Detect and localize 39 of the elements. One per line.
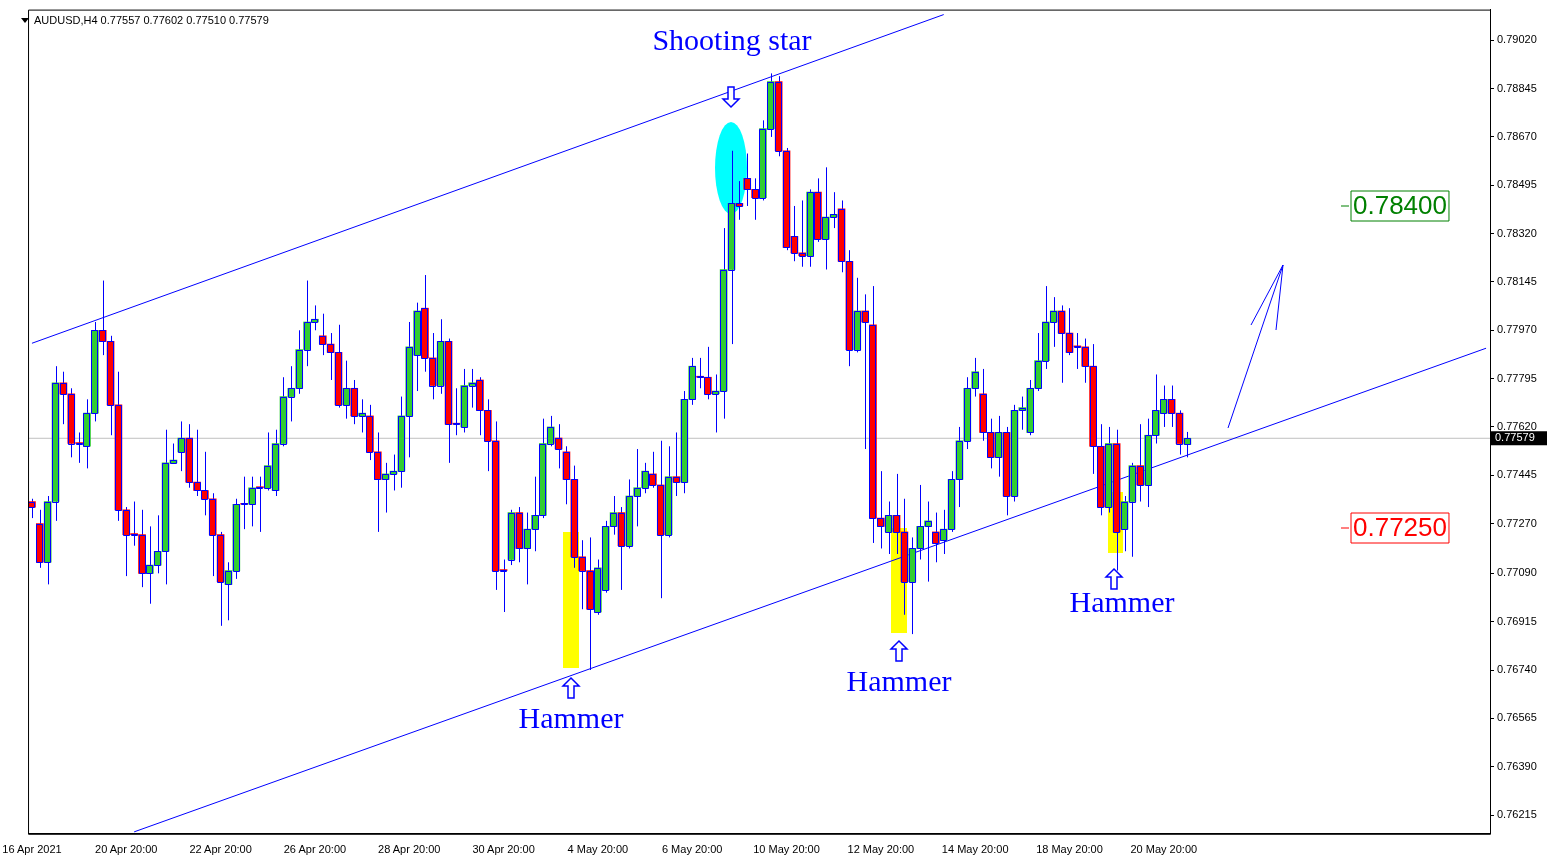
x-tick-label: 12 May 20:00 [847, 843, 915, 856]
x-tick-label: 16 Apr 2021 [2, 843, 62, 856]
annotation: Hammer [846, 663, 952, 697]
annotation: 0.78400 [1353, 190, 1447, 221]
annotation: Hammer [1069, 584, 1175, 618]
y-tick-label: 0.78145 [1497, 274, 1537, 287]
ref-line-label: 0.77579 [1495, 431, 1535, 444]
y-tick-label: 0.76215 [1497, 808, 1537, 821]
y-tick-label: 0.77445 [1497, 468, 1537, 481]
y-tick-label: 0.78495 [1497, 178, 1537, 191]
y-tick-label: 0.77090 [1497, 566, 1537, 579]
y-tick-label: 0.79020 [1497, 33, 1537, 46]
y-tick-label: 0.77795 [1497, 371, 1537, 384]
y-tick-label: 0.77970 [1497, 323, 1537, 336]
x-tick-label: 20 May 20:00 [1130, 843, 1198, 856]
x-tick-label: 4 May 20:00 [567, 843, 629, 856]
y-tick-label: 0.78670 [1497, 129, 1537, 142]
candlestick [28, 498, 36, 519]
annotation: Shooting star [652, 22, 812, 56]
x-tick-label: 14 May 20:00 [941, 843, 1009, 856]
y-tick-label: 0.78845 [1497, 81, 1537, 94]
x-tick-label: 18 May 20:00 [1036, 843, 1103, 856]
y-tick-label: 0.76565 [1497, 711, 1537, 724]
x-tick-label: 28 Apr 20:00 [378, 843, 441, 856]
x-tick-label: 22 Apr 20:00 [189, 843, 252, 856]
x-tick-label: 20 Apr 20:00 [95, 843, 158, 856]
x-tick-label: 6 May 20:00 [661, 843, 723, 856]
y-tick-label: 0.77270 [1497, 516, 1537, 529]
chart-title: AUDUSD,H4 0.77557 0.77602 0.77510 0.77579 [34, 14, 269, 26]
annotation: Hammer [518, 700, 624, 734]
x-tick-label: 30 Apr 20:00 [472, 843, 535, 856]
y-tick-label: 0.76915 [1497, 614, 1537, 627]
annotation: 0.77250 [1353, 512, 1447, 543]
y-tick-label: 0.76740 [1497, 663, 1537, 676]
y-tick-label: 0.78320 [1497, 226, 1537, 239]
y-tick-label: 0.77620 [1497, 419, 1537, 432]
x-tick-label: 26 Apr 20:00 [283, 843, 347, 856]
x-tick-label: 10 May 20:00 [753, 843, 820, 856]
y-tick-label: 0.76390 [1497, 759, 1537, 772]
